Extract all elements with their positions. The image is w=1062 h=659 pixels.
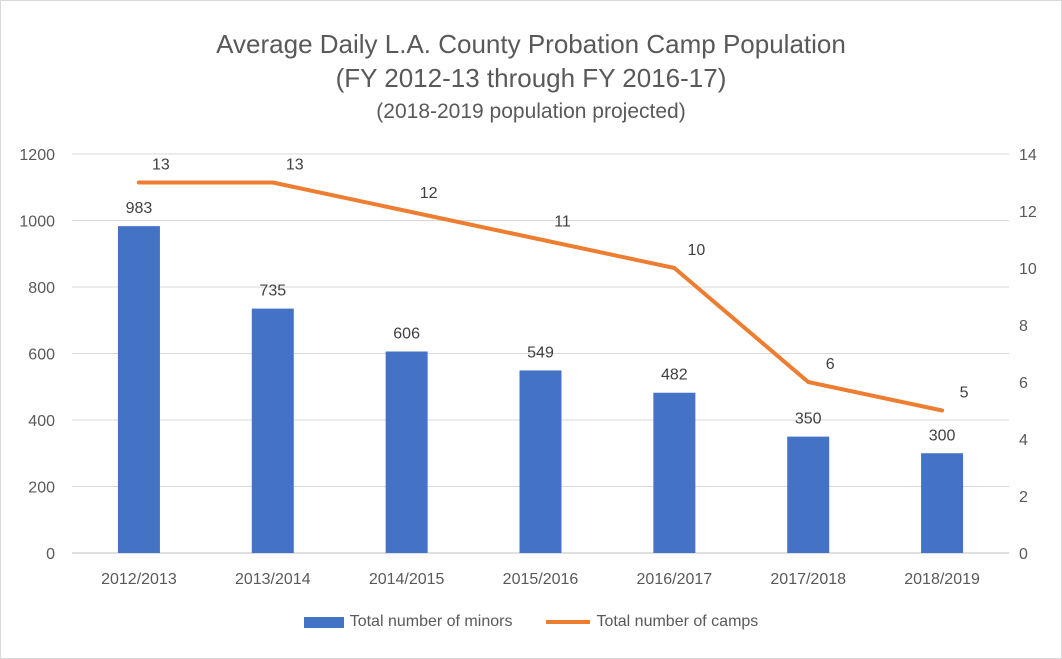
- bar-minors: [519, 370, 562, 553]
- bar-minors: [921, 453, 964, 553]
- y-right-tick-label: 10: [1019, 261, 1037, 278]
- line-data-label: 11: [554, 214, 571, 231]
- line-data-label: 6: [826, 356, 835, 373]
- legend-swatch-minors: [303, 616, 344, 628]
- bar-data-label: 606: [393, 326, 420, 343]
- line-data-label: 12: [420, 185, 438, 202]
- line-data-label: 13: [286, 157, 304, 174]
- bar-minors: [787, 436, 830, 553]
- y-left-tick-label: 600: [28, 347, 55, 364]
- bar-data-label: 300: [929, 427, 956, 444]
- bar-data-label: 983: [126, 200, 153, 217]
- y-left-tick-label: 800: [28, 280, 55, 297]
- x-category-label: 2017/2018: [770, 571, 846, 588]
- y-right-tick-label: 0: [1019, 546, 1028, 563]
- bar-data-label: 735: [259, 283, 286, 300]
- y-right-tick-label: 6: [1019, 375, 1028, 392]
- legend-label-camps: Total number of camps: [596, 613, 759, 630]
- x-category-label: 2012/2013: [101, 571, 177, 588]
- bar-minors: [385, 351, 428, 553]
- legend-swatch-camps: [546, 620, 591, 624]
- y-right-tick-label: 14: [1019, 147, 1037, 164]
- line-camps: [136, 180, 945, 413]
- chart-subtitle: (FY 2012-13 through FY 2016-17): [335, 63, 727, 93]
- x-category-label: 2013/2014: [235, 571, 311, 588]
- y-right-tick-label: 2: [1019, 489, 1028, 506]
- bar-minors: [251, 308, 294, 553]
- bar-data-label: 482: [661, 367, 688, 384]
- y-left-tick-label: 0: [46, 546, 55, 563]
- chart-title-block: Average Daily L.A. County Probation Camp…: [1, 27, 1061, 127]
- legend-label-minors: Total number of minors: [349, 613, 513, 630]
- line-data-label: 10: [687, 242, 705, 259]
- legend-item-camps: Total number of camps: [546, 613, 758, 631]
- y-right-tick-label: 4: [1019, 432, 1028, 449]
- y-left-tick-label: 200: [28, 480, 55, 497]
- y-left-tick-label: 1000: [19, 214, 55, 231]
- chart-subtitle-projected: (2018-2019 population projected): [376, 100, 686, 123]
- y-right-tick-label: 12: [1019, 204, 1037, 221]
- y-left-tick-label: 400: [28, 413, 55, 430]
- bar-data-label: 350: [795, 411, 822, 428]
- x-category-label: 2018/2019: [904, 571, 980, 588]
- line-data-label: 5: [960, 385, 969, 402]
- bar-data-label: 549: [527, 344, 554, 361]
- chart-title: Average Daily L.A. County Probation Camp…: [216, 29, 846, 59]
- x-category-label: 2016/2017: [637, 571, 713, 588]
- y-left-tick-label: 1200: [19, 147, 55, 164]
- legend-item-minors: Total number of minors: [303, 613, 513, 631]
- legend: Total number of minors Total number of c…: [1, 613, 1061, 631]
- x-category-label: 2015/2016: [503, 571, 579, 588]
- bar-minors: [653, 392, 696, 553]
- line-data-label: 13: [152, 157, 170, 174]
- x-category-label: 2014/2015: [369, 571, 445, 588]
- y-right-tick-label: 8: [1019, 318, 1028, 335]
- bar-minors: [117, 226, 160, 553]
